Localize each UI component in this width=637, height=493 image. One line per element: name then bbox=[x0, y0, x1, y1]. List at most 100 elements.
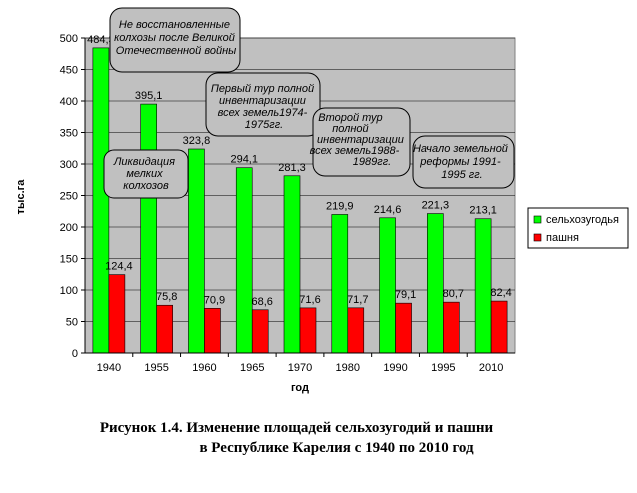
x-tick-label: 1995 bbox=[431, 362, 455, 374]
y-tick-label: 300 bbox=[60, 159, 78, 171]
data-label-arable: 70,9 bbox=[204, 294, 225, 306]
svg-text:Не восстановленные колхо: Не восстановленные колхозы после Великой… bbox=[114, 19, 238, 57]
y-tick-label: 100 bbox=[60, 285, 78, 297]
annotation-3-line-1: Первый тур полной bbox=[211, 83, 314, 95]
data-label-farmland: 214,6 bbox=[374, 204, 402, 216]
annotation-4-line-5: 1989гг. bbox=[353, 156, 391, 168]
x-tick-label: 1940 bbox=[97, 362, 121, 374]
data-label-arable: 124,4 bbox=[105, 261, 133, 273]
data-label-arable: 68,6 bbox=[252, 296, 273, 308]
annotation-2-line-3: колхозов bbox=[123, 180, 169, 192]
bar-arable bbox=[156, 304, 173, 354]
y-tick-label: 400 bbox=[60, 96, 78, 108]
data-label-arable: 75,8 bbox=[156, 291, 177, 303]
annotation-2-line-1: Ликвидация bbox=[113, 156, 175, 168]
annotation-3: Первый тур полной инвентаризации всех зе… bbox=[205, 72, 321, 137]
x-tick-label: 1955 bbox=[144, 362, 168, 374]
annotation-4-line-3: инвентаризации bbox=[317, 134, 404, 146]
annotation-2-box bbox=[103, 149, 189, 199]
y-ticks: 0 50 100 150 200 250 300 350 400 450 500 bbox=[60, 33, 85, 360]
bar-farmland bbox=[331, 214, 349, 354]
annotation-5-line-3: 1995 гг. bbox=[441, 169, 482, 181]
svg-text:Второй тур полной: Второй тур полной инвентаризации всех зе… bbox=[310, 112, 407, 168]
annotation-4-line-4: всех земель1988- bbox=[310, 145, 400, 157]
annotation-1-line-2: колхозы после Великой bbox=[114, 32, 235, 44]
annotation-4-line-2: полной bbox=[332, 123, 368, 135]
annotation-1-line-3: Отечественной войны bbox=[116, 45, 236, 57]
annotation-3-box bbox=[205, 72, 321, 137]
bar-farmland bbox=[235, 167, 253, 354]
data-labels: 484,3 124,4 395,1 75,8 323,8 70,9 294,1 68,6 281… bbox=[87, 34, 512, 308]
legend-label-farmland: сельхозугодья bbox=[546, 214, 619, 226]
svg-text:Ликвидация мелких: Ликвидация мелких колхозов bbox=[113, 156, 178, 192]
annotation-4-line-1: Второй тур bbox=[318, 112, 382, 124]
chart: 0 50 100 150 200 250 300 350 400 450 500 1940 1955 1… bbox=[15, 7, 629, 394]
data-label-farmland: 294,1 bbox=[230, 154, 258, 166]
annotation-2-line-2: мелких bbox=[126, 168, 163, 180]
bar-farmland bbox=[379, 217, 396, 354]
bar-arable bbox=[299, 307, 317, 354]
annotation-4-box bbox=[312, 107, 411, 177]
bar-farmland bbox=[427, 213, 444, 354]
annotation-4: Второй тур полной инвентаризации всех зе… bbox=[310, 107, 411, 177]
bar-farmland bbox=[188, 148, 205, 354]
x-tick-label: 2010 bbox=[479, 362, 503, 374]
annotation-5: Начало земельной реформы 1991- 1995 гг. bbox=[412, 135, 515, 189]
y-tick-label: 0 bbox=[72, 348, 78, 360]
annotation-3-line-4: 1975гг. bbox=[245, 119, 283, 131]
annotation-5-box bbox=[412, 135, 515, 189]
bar-arable bbox=[490, 300, 508, 354]
svg-text:Первый тур полной инвент: Первый тур полной инвентаризации всех зе… bbox=[211, 83, 317, 131]
data-label-arable: 79,1 bbox=[395, 289, 416, 301]
figure-caption-line-2: в Республике Карелия с 1940 по 2010 год bbox=[199, 440, 474, 456]
x-tick-label: 1970 bbox=[288, 362, 312, 374]
annotation-3-line-2: инвентаризации bbox=[219, 95, 306, 107]
annotation-5-line-1: Начало земельной bbox=[413, 143, 508, 155]
y-tick-label: 250 bbox=[60, 191, 78, 203]
y-tick-label: 50 bbox=[66, 317, 78, 329]
y-tick-label: 200 bbox=[60, 222, 78, 234]
annotation-1: Не восстановленные колхозы после Великой… bbox=[109, 7, 241, 73]
data-label-arable: 82,4 bbox=[490, 287, 511, 299]
data-label-farmland: 213,1 bbox=[469, 205, 497, 217]
data-label-farmland: 221,3 bbox=[422, 200, 450, 212]
bar-farmland bbox=[92, 47, 110, 354]
data-label-farmland: 219,9 bbox=[326, 200, 354, 212]
legend-swatch-arable bbox=[533, 233, 542, 242]
bar-farmland bbox=[474, 218, 492, 354]
bars bbox=[92, 47, 508, 354]
bar-farmland bbox=[283, 175, 301, 354]
annotation-3-line-3: всех земель1974- bbox=[218, 107, 308, 119]
bar-arable bbox=[443, 301, 460, 354]
y-tick-label: 350 bbox=[60, 128, 78, 140]
x-tick-label: 1965 bbox=[240, 362, 264, 374]
figure-caption-line-1: Рисунок 1.4. Изменение площадей сельхозу… bbox=[99, 420, 494, 436]
x-tick-label: 1980 bbox=[336, 362, 360, 374]
data-label-arable: 80,7 bbox=[443, 288, 464, 300]
bar-farmland bbox=[140, 103, 157, 354]
annotation-2: Ликвидация мелких колхозов bbox=[103, 149, 189, 199]
data-label-farmland: 323,8 bbox=[183, 135, 211, 147]
bar-arable bbox=[204, 308, 221, 354]
data-label-farmland: 281,3 bbox=[278, 162, 306, 174]
y-tick-label: 450 bbox=[60, 65, 78, 77]
legend: сельхозугодья пашня bbox=[527, 207, 629, 249]
y-axis-title: тыс.га bbox=[15, 179, 27, 215]
data-label-farmland: 484,3 bbox=[87, 34, 115, 46]
data-label-farmland: 395,1 bbox=[135, 90, 163, 102]
bar-arable bbox=[395, 302, 412, 354]
bar-arable bbox=[108, 274, 126, 354]
annotation-1-line-1: Не восстановленные bbox=[119, 19, 230, 31]
data-label-arable: 71,7 bbox=[347, 294, 368, 306]
data-label-arable: 71,6 bbox=[299, 294, 320, 306]
y-tick-label: 150 bbox=[60, 254, 78, 266]
legend-swatch-farmland bbox=[533, 215, 542, 224]
x-tick-label: 1990 bbox=[383, 362, 407, 374]
svg-text:Начало земельной реформы: Начало земельной реформы 1991- 1995 гг. bbox=[413, 143, 511, 181]
x-axis-title: год bbox=[291, 382, 309, 394]
y-tick-label: 500 bbox=[60, 33, 78, 45]
annotation-1-box bbox=[109, 7, 241, 73]
x-ticks: 1940 1955 1960 1965 1970 1980 1990 1995 2010 bbox=[97, 353, 503, 374]
bar-arable bbox=[251, 309, 269, 354]
legend-box bbox=[527, 207, 629, 249]
